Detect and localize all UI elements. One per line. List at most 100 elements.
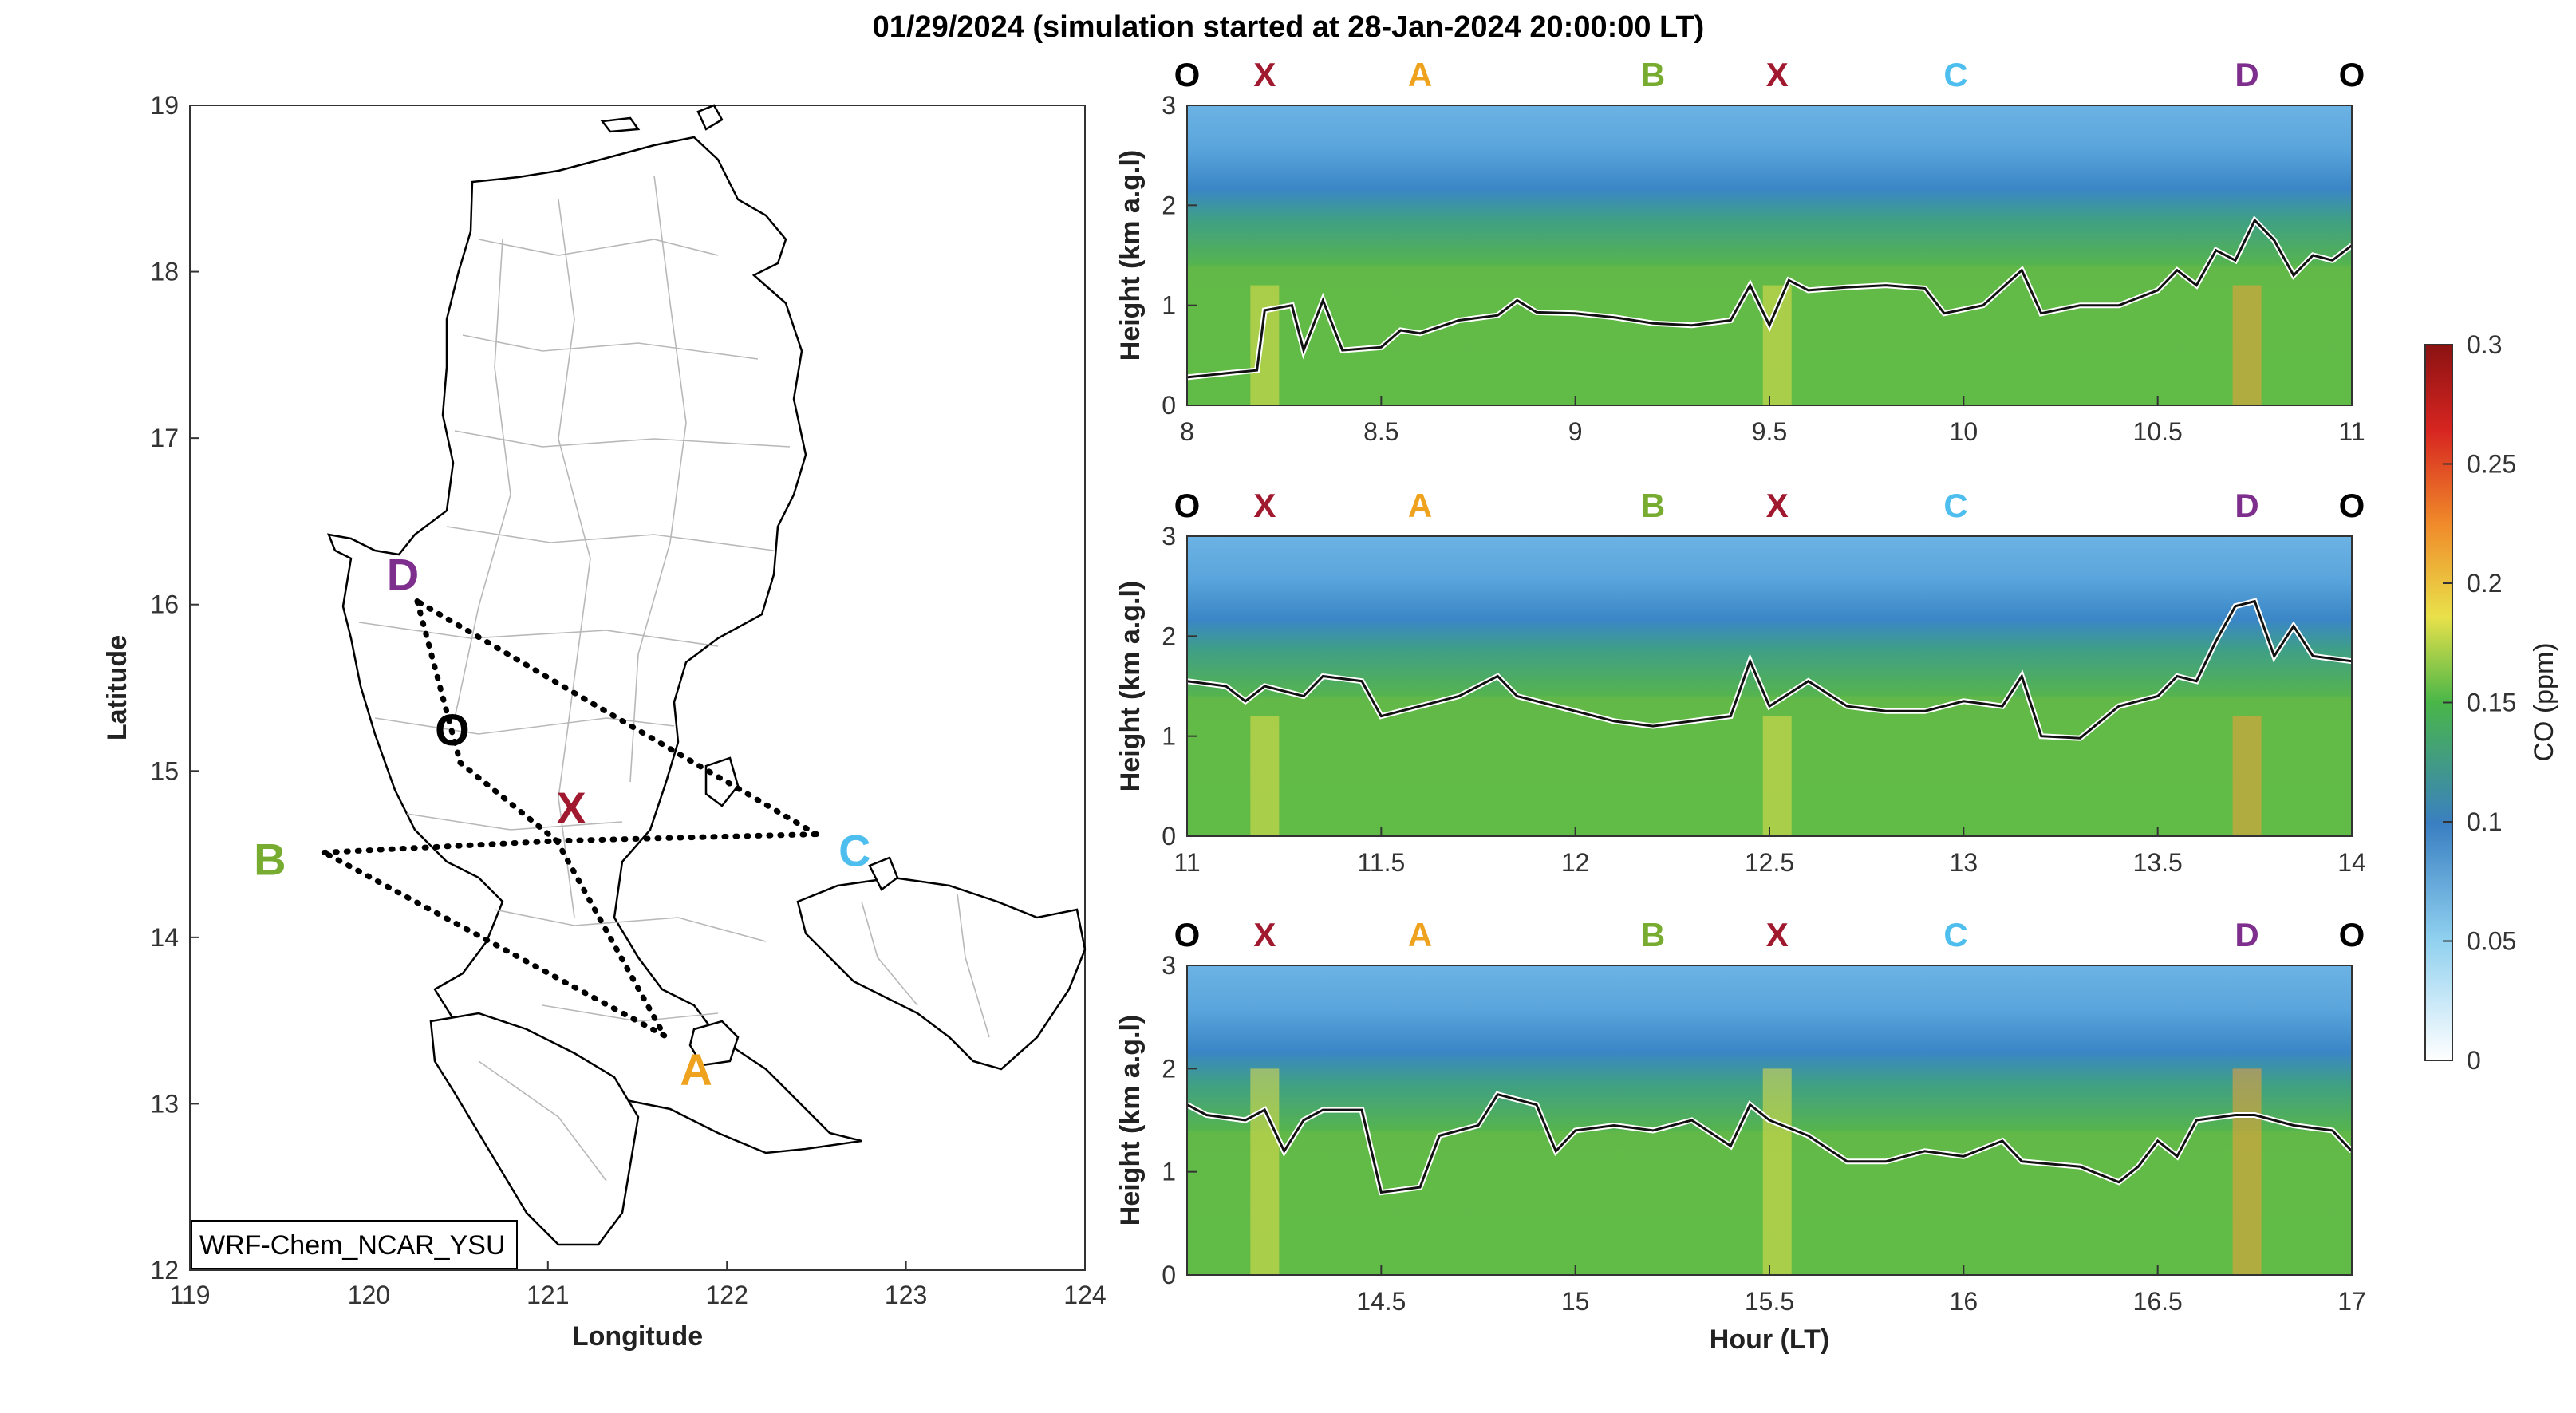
- waypoint-label-c: C: [838, 826, 870, 876]
- marinduque-island: [688, 1020, 740, 1067]
- waypoint-label-b: B: [254, 834, 286, 884]
- waypoint-marker-x: X: [1766, 916, 1789, 953]
- colorbar-tick-label: 0.1: [2467, 807, 2502, 836]
- province-boundary: [374, 717, 675, 735]
- province-boundary: [478, 1060, 607, 1182]
- waypoint-marker-c: C: [1943, 56, 1967, 93]
- province-boundary: [462, 334, 759, 360]
- polillo-island: [704, 756, 740, 807]
- calayan-islet: [696, 104, 724, 131]
- map-y-tick-label: 13: [150, 1089, 179, 1118]
- pbl-height-line: [1186, 218, 2353, 379]
- waypoint-marker-d: D: [2235, 487, 2258, 524]
- province-boundary: [454, 430, 791, 448]
- y-tick-label: 0: [1162, 391, 1176, 420]
- province-boundary: [861, 901, 918, 1006]
- y-tick-label: 3: [1162, 522, 1176, 551]
- x-tick-label: 11: [2338, 417, 2365, 446]
- x-tick-label: 12: [1561, 848, 1590, 877]
- co-plume-d: [2232, 1068, 2262, 1275]
- x-tick-label: 8: [1180, 417, 1194, 446]
- colorbar-ticks: 0 0.05 0.1 0.15 0.2 0.25 0.3: [2443, 330, 2516, 1075]
- x-tick-label: 15: [1561, 1287, 1590, 1316]
- x-tick-label: 17: [2337, 1287, 2366, 1316]
- waypoint-marker-a: A: [1408, 56, 1432, 93]
- colorbar-tick-label: 0.05: [2467, 927, 2516, 956]
- x-tick-label: 11.5: [1357, 848, 1405, 877]
- route-segment: [554, 831, 819, 844]
- map-y-tick-label: 18: [150, 258, 179, 286]
- y-tick-label: 3: [1162, 91, 1176, 120]
- route-segment: [321, 838, 560, 855]
- waypoint-marker-o: O: [2339, 56, 2365, 93]
- waypoint-label-a: A: [680, 1044, 712, 1095]
- waypoint-marker-c: C: [1943, 916, 1967, 953]
- x-tick-label: 16.5: [2133, 1287, 2183, 1316]
- x-tick-label: 10: [1950, 417, 1978, 446]
- x-tick-label: 13.5: [2133, 848, 2183, 877]
- waypoint-marker-o: O: [1174, 56, 1201, 93]
- map-x-tick-label: 122: [706, 1281, 748, 1309]
- waypoint-marker-c: C: [1943, 487, 1967, 524]
- mindoro-island: [429, 1012, 640, 1246]
- x-tick-label: 16: [1950, 1287, 1978, 1316]
- map-x-axis-label: Longitude: [572, 1321, 703, 1352]
- waypoint-marker-d: D: [2235, 56, 2258, 93]
- x-tick-label: 14.5: [1356, 1287, 1406, 1316]
- map-y-tick-label: 19: [150, 91, 179, 120]
- y-tick-label: 0: [1162, 822, 1176, 851]
- waypoint-marker-a: A: [1408, 916, 1432, 953]
- waypoint-marker-x: X: [1253, 487, 1276, 524]
- map-x-tick-label: 121: [527, 1281, 569, 1309]
- co-plume-x: [1762, 716, 1792, 836]
- luzon-main-island: [327, 136, 862, 1154]
- map-x-ticks: 119 120 121 122 123 124: [169, 1261, 1107, 1309]
- co-plume-x: [1250, 716, 1280, 836]
- colorbar-tick-label: 0.15: [2467, 689, 2516, 717]
- colorbar-tick-label: 0.25: [2467, 450, 2516, 479]
- waypoint-marker-d: D: [2235, 916, 2258, 953]
- y-axis-label: Height (km a.g.l): [1115, 150, 1146, 361]
- x-tick-label: 10.5: [2133, 417, 2183, 446]
- colorbar-label: CO (ppm): [2529, 642, 2559, 761]
- x-tick-label: 9: [1568, 417, 1583, 446]
- waypoint-marker-b: B: [1641, 916, 1665, 953]
- x-tick-label: 15.5: [1745, 1287, 1794, 1316]
- map-y-tick-label: 14: [150, 923, 179, 952]
- model-label-box: [191, 1220, 518, 1269]
- y-axis-label: Height (km a.g.l): [1115, 581, 1146, 791]
- babuyan-islet: [600, 116, 641, 133]
- province-boundary: [454, 239, 511, 719]
- colorbar-tick-label: 0.2: [2467, 569, 2502, 598]
- province-boundary: [558, 199, 591, 918]
- co-plume-d: [2232, 285, 2262, 405]
- waypoint-labels: O X A B C D: [254, 550, 871, 1095]
- waypoint-marker-x: X: [1766, 56, 1789, 93]
- map-y-ticks: 12 13 14 15 16 17 18 19: [150, 91, 199, 1285]
- map-x-tick-label: 123: [885, 1281, 927, 1309]
- co-plume-d: [2232, 716, 2262, 836]
- map-x-tick-label: 119: [169, 1281, 210, 1309]
- waypoint-label-d: D: [387, 550, 419, 600]
- map-y-tick-label: 15: [150, 756, 179, 785]
- map-y-tick-label: 16: [150, 590, 179, 619]
- map-panel: O X A B C D 119 120 121 122 123 124 12 13 14 15 16 17 18…: [102, 91, 1107, 1352]
- map-x-tick-label: 120: [348, 1281, 390, 1309]
- y-tick-label: 1: [1162, 291, 1176, 320]
- y-tick-label: 2: [1162, 1054, 1176, 1083]
- map-y-tick-label: 17: [150, 424, 179, 452]
- pbl-height-line: [1186, 1092, 2353, 1194]
- province-boundary: [629, 175, 687, 783]
- waypoint-marker-x: X: [1766, 487, 1789, 524]
- waypoint-marker-b: B: [1641, 487, 1665, 524]
- route-segment: [321, 849, 668, 1039]
- province-boundary: [478, 239, 719, 256]
- province-boundary: [494, 909, 767, 942]
- waypoint-label-o: O: [435, 705, 470, 755]
- waypoint-marker-o: O: [2339, 487, 2365, 524]
- x-tick-label: 14: [2337, 848, 2366, 877]
- province-boundaries: [358, 175, 990, 1182]
- y-axis-label: Height (km a.g.l): [1115, 1015, 1146, 1226]
